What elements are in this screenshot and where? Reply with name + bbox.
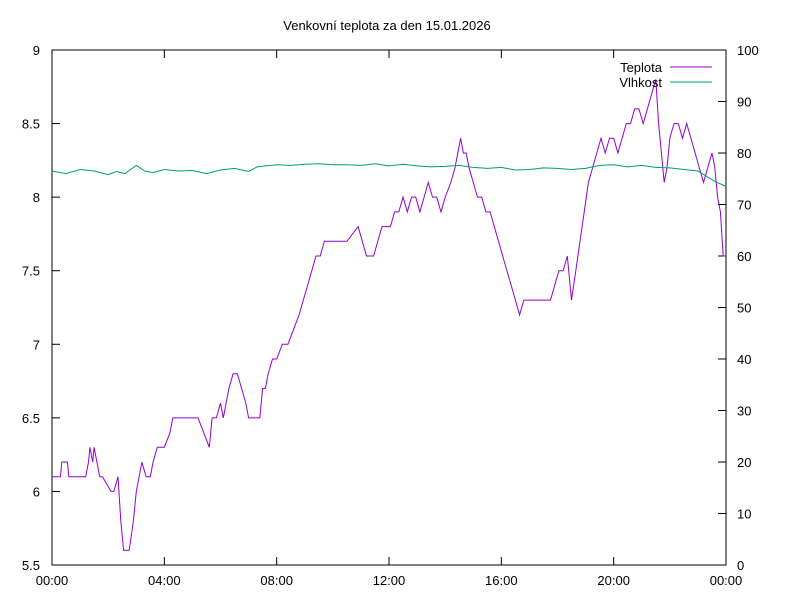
x-tick-label: 00:00 (710, 573, 743, 588)
series-line-teplota (52, 79, 726, 551)
y-right-tick-label: 90 (737, 95, 751, 110)
y-right-tick-label: 100 (737, 43, 759, 58)
y-left-tick-label: 7.5 (22, 264, 40, 279)
series-line-vlhkost (51, 163, 727, 187)
x-tick-label: 08:00 (260, 573, 293, 588)
y-right-tick-label: 70 (737, 198, 751, 213)
y-left-tick-label: 6.5 (22, 411, 40, 426)
x-tick-label: 16:00 (485, 573, 518, 588)
y-left-tick-label: 9 (33, 43, 40, 58)
y-left-tick-label: 7 (33, 337, 40, 352)
chart-title: Venkovní teplota za den 15.01.2026 (283, 18, 490, 33)
x-tick-label: 20:00 (597, 573, 630, 588)
y-left-tick-label: 8.5 (22, 117, 40, 132)
y-right-tick-label: 20 (737, 455, 751, 470)
y-left-tick-label: 6 (33, 484, 40, 499)
y-right-tick-label: 10 (737, 507, 751, 522)
y-right-tick-label: 80 (737, 146, 751, 161)
x-tick-label: 00:00 (36, 573, 69, 588)
y-right-tick-label: 50 (737, 301, 751, 316)
x-tick-label: 04:00 (148, 573, 181, 588)
y-left-tick-label: 5.5 (22, 558, 40, 573)
y-right-tick-label: 0 (737, 558, 744, 573)
legend-label-vlhkost: Vlhkost (619, 75, 662, 90)
x-tick-label: 12:00 (373, 573, 406, 588)
legend-label-teplota: Teplota (620, 60, 663, 75)
y-right-tick-label: 40 (737, 352, 751, 367)
y-right-tick-label: 60 (737, 249, 751, 264)
y-left-tick-label: 8 (33, 190, 40, 205)
y-right-tick-label: 30 (737, 404, 751, 419)
